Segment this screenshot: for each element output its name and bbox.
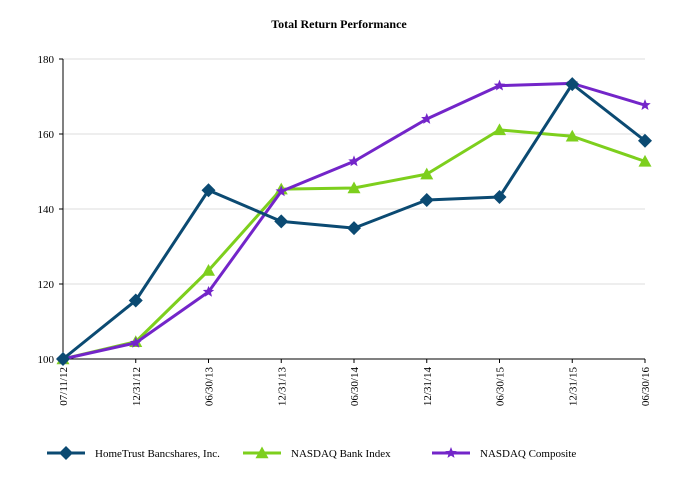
data-point — [130, 336, 142, 348]
data-point — [493, 79, 506, 91]
data-point — [638, 154, 652, 167]
x-tick-label: 06/30/13 — [204, 367, 216, 407]
data-point — [419, 193, 434, 207]
grid-layer — [63, 58, 645, 285]
legend-marker — [445, 447, 457, 458]
data-point — [492, 190, 507, 204]
data-point — [420, 167, 434, 180]
legend-item-0: HomeTrust Bancshares, Inc. — [47, 446, 220, 460]
data-point — [565, 129, 579, 142]
legend-marker — [255, 446, 269, 459]
data-point — [274, 214, 289, 229]
x-tick-label: 12/31/14 — [422, 367, 434, 407]
data-point — [565, 77, 580, 92]
x-tick-label: 06/30/14 — [349, 367, 361, 407]
x-tick-label: 06/30/15 — [495, 367, 507, 407]
data-point — [201, 183, 216, 198]
data-point — [128, 293, 143, 308]
data-point — [347, 221, 361, 236]
data-point — [202, 264, 215, 276]
data-point — [348, 155, 360, 167]
legend-label: NASDAQ Bank Index — [291, 448, 391, 460]
data-point — [202, 285, 215, 297]
x-tick-label: 07/11/12 — [58, 367, 70, 406]
data-point — [493, 123, 506, 136]
axes-layer: 100 120 140 160 180 07/11/12 12/31/12 06/30/13 1… — [38, 54, 653, 406]
legend-label: NASDAQ Composite — [480, 448, 576, 460]
data-point — [275, 185, 287, 197]
chart-title: Total Return Performance — [271, 17, 407, 31]
x-tick-label: 12/31/13 — [276, 367, 288, 407]
series-2 — [57, 77, 651, 364]
legend: HomeTrust Bancshares, Inc. NASDAQ Bank In… — [47, 446, 576, 460]
y-tick-label: 160 — [38, 129, 55, 141]
data-point — [639, 99, 651, 110]
legend-label: HomeTrust Bancshares, Inc. — [95, 448, 220, 460]
series-line — [62, 128, 646, 361]
series-layer — [56, 77, 652, 366]
legend-item-1: NASDAQ Bank Index — [243, 446, 391, 460]
y-tick-label: 100 — [38, 354, 55, 366]
x-tick-label: 06/30/16 — [640, 367, 652, 407]
legend-item-2: NASDAQ Composite — [432, 447, 576, 460]
data-point — [56, 352, 70, 366]
y-tick-label: 140 — [38, 204, 55, 216]
data-point — [347, 181, 361, 194]
x-tick-label: 12/31/15 — [567, 367, 579, 407]
data-point — [421, 113, 433, 124]
y-tick-label: 180 — [38, 54, 55, 66]
legend-marker — [59, 446, 73, 460]
y-tick-label: 120 — [38, 279, 55, 291]
x-tick-label: 12/31/12 — [131, 367, 143, 406]
data-point — [638, 133, 652, 148]
series-0 — [56, 77, 652, 366]
